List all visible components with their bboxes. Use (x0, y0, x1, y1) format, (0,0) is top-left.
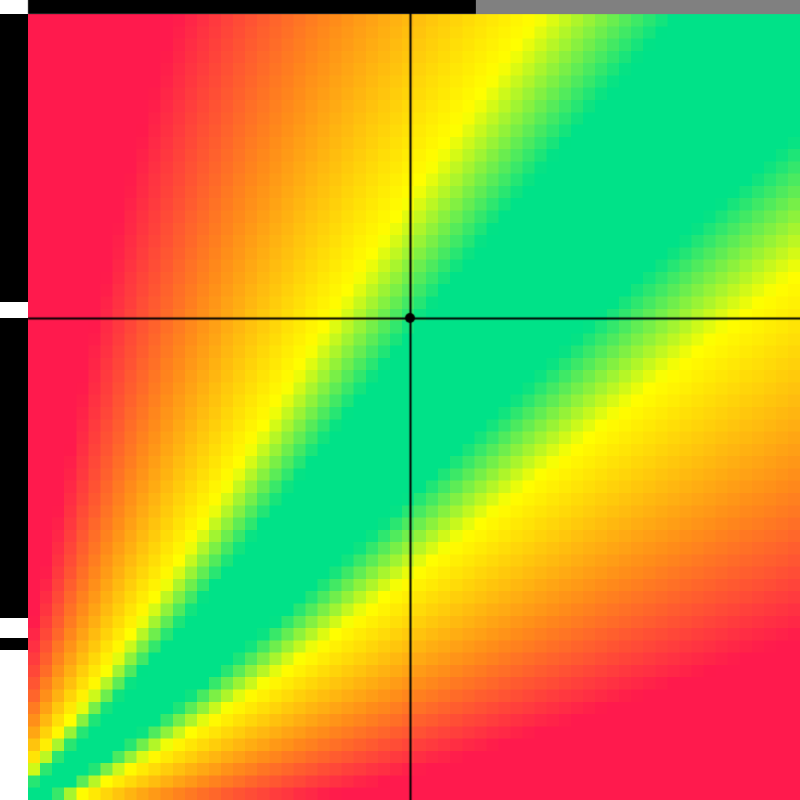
left-gap-3 (0, 650, 28, 800)
top-bar-gray (476, 0, 800, 14)
left-gap-1 (0, 302, 28, 318)
left-border-low (0, 638, 28, 650)
left-border-top (0, 14, 28, 302)
left-gap-2 (0, 618, 28, 638)
chart-stage: { "canvas": { "width": 800, "height": 80… (0, 0, 800, 800)
left-border-mid (0, 318, 28, 618)
overlay-canvas (0, 0, 800, 800)
